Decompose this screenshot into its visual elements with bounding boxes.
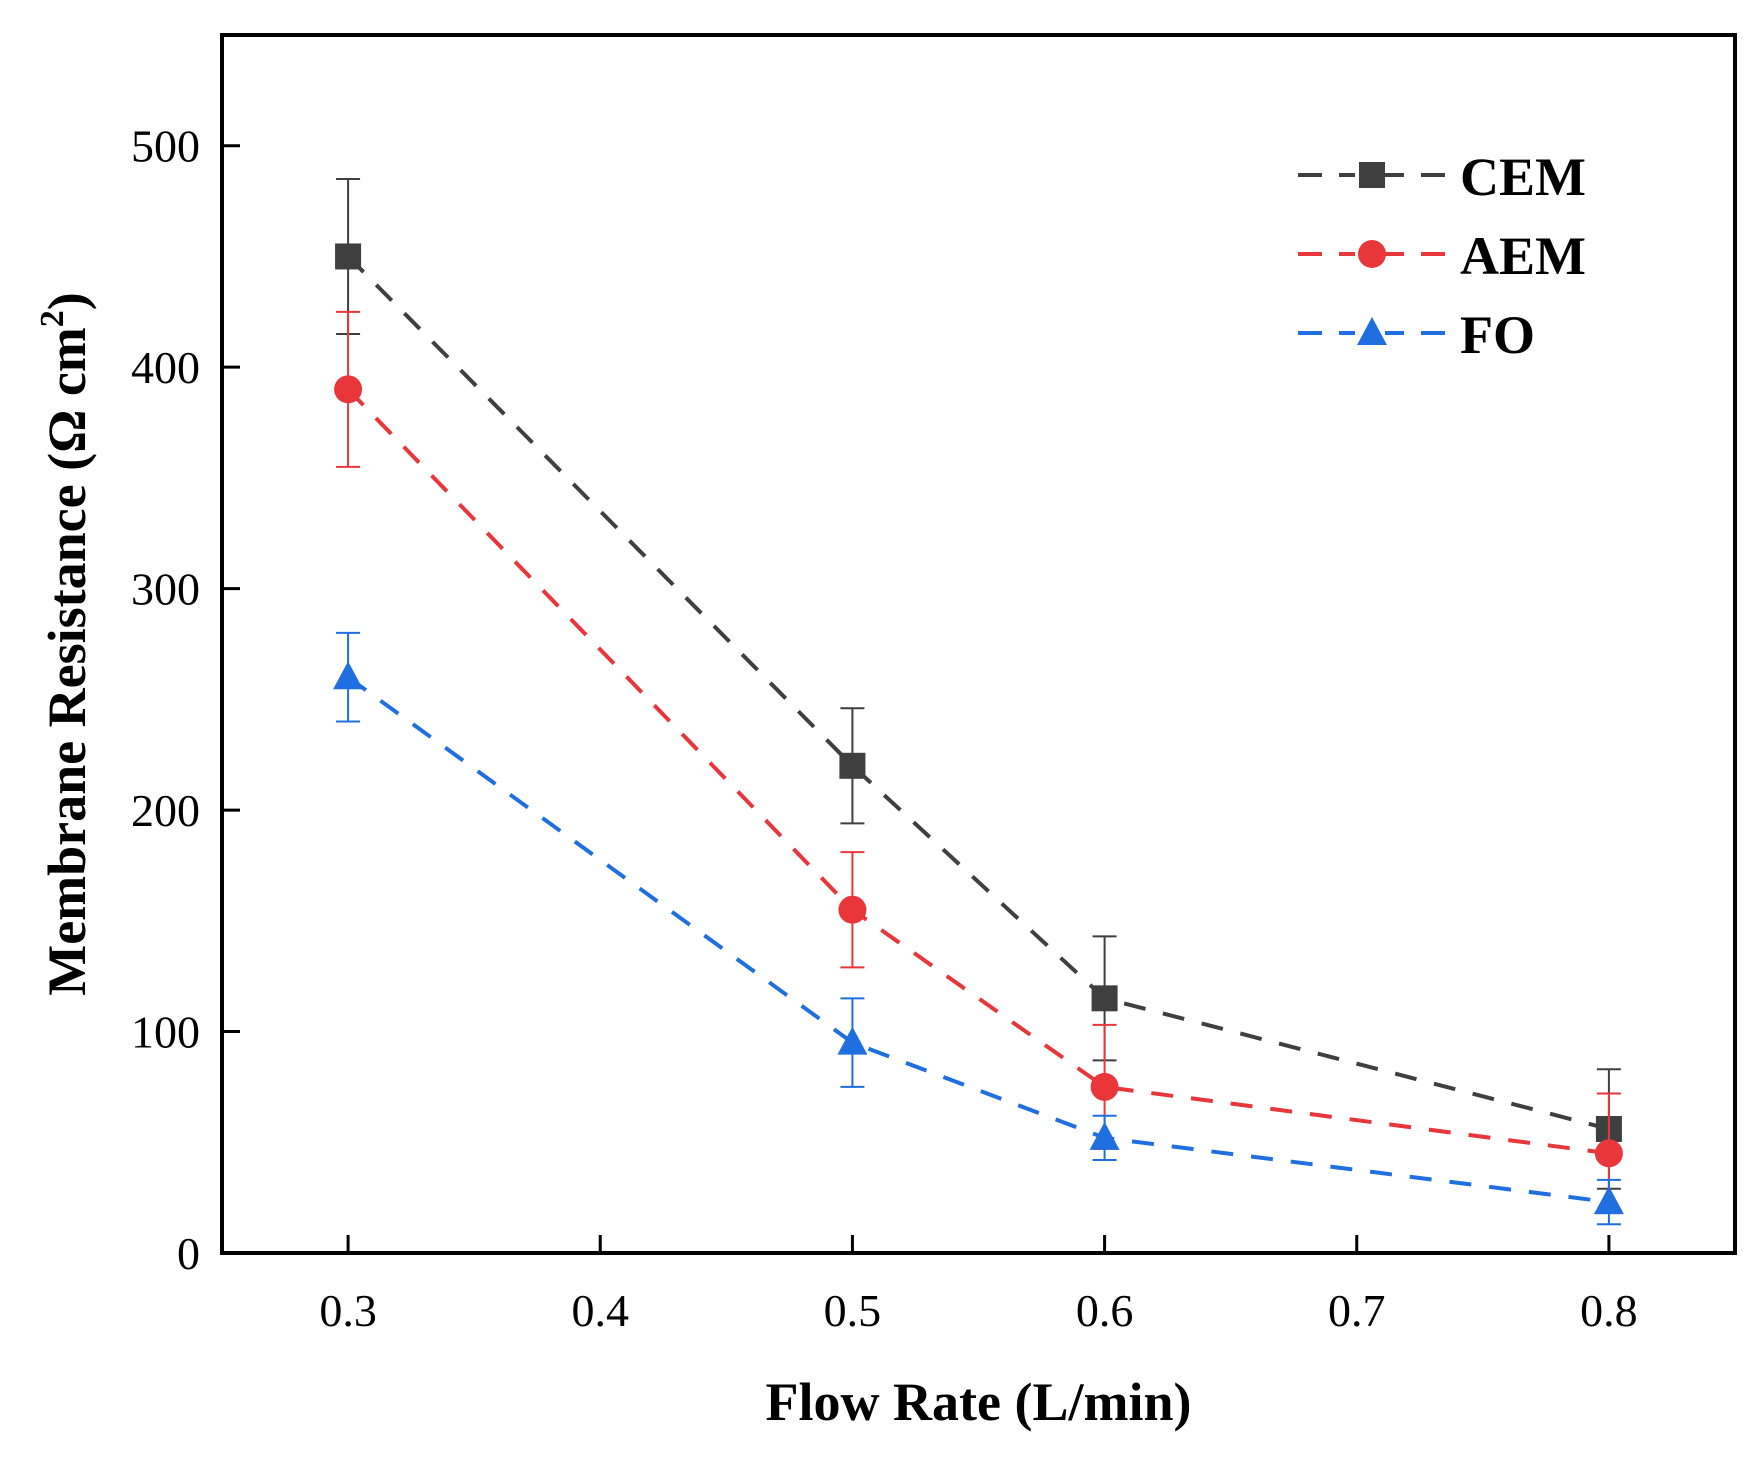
data-point: [334, 375, 363, 404]
y-axis-title-close: ): [37, 292, 97, 310]
y-tick-label: 0: [177, 1228, 200, 1279]
legend-marker: [1359, 162, 1385, 188]
x-tick-label: 0.8: [1580, 1285, 1638, 1336]
data-point: [1593, 1186, 1624, 1215]
x-tick-label: 0.3: [319, 1285, 377, 1336]
legend-label: CEM: [1460, 147, 1586, 207]
x-tick-label: 0.4: [572, 1285, 630, 1336]
series-cem: [335, 177, 1622, 1190]
data-point: [838, 895, 867, 924]
y-axis-title: Membrane Resistance (Ω cm2): [34, 292, 97, 996]
data-point: [1089, 1121, 1120, 1150]
y-tick-label: 400: [131, 342, 200, 393]
plot-area: [333, 177, 1624, 1226]
series-line: [346, 675, 1610, 1205]
y-axis-title-superscript: 2: [34, 310, 71, 327]
data-point: [839, 752, 866, 779]
data-point: [1090, 1072, 1119, 1101]
series-fo: [333, 631, 1624, 1226]
series-line: [346, 255, 1610, 1131]
y-axis-title-main: Membrane Resistance (Ω cm: [37, 327, 97, 996]
legend-marker: [1357, 317, 1387, 345]
legend-item-fo: FO: [1298, 305, 1535, 365]
legend-label: AEM: [1460, 226, 1586, 286]
legend: CEM AEM FO: [1298, 147, 1586, 365]
x-tick-label: 0.5: [824, 1285, 882, 1336]
legend-item-cem: CEM: [1298, 147, 1586, 207]
legend-marker: [1358, 240, 1386, 268]
x-tick-label: 0.7: [1328, 1285, 1386, 1336]
data-point: [335, 243, 362, 270]
legend-item-aem: AEM: [1298, 226, 1586, 286]
data-point: [1594, 1139, 1623, 1168]
data-point: [1091, 985, 1118, 1012]
legend-label: FO: [1460, 305, 1535, 365]
y-tick-label: 300: [131, 564, 200, 615]
x-tick-label: 0.6: [1076, 1285, 1134, 1336]
axes: 0.3 0.4 0.5 0.6 0.7 0.8 0 100 200 300 400 500: [131, 121, 1638, 1336]
series-line: [346, 387, 1610, 1156]
y-tick-label: 500: [131, 121, 200, 172]
y-tick-label: 100: [131, 1007, 200, 1058]
data-point: [333, 661, 364, 690]
data-point: [837, 1026, 868, 1055]
series-aem: [334, 310, 1623, 1215]
x-axis-title: Flow Rate (L/min): [766, 1372, 1192, 1432]
plot-frame: [220, 33, 1737, 1255]
y-tick-label: 200: [131, 785, 200, 836]
